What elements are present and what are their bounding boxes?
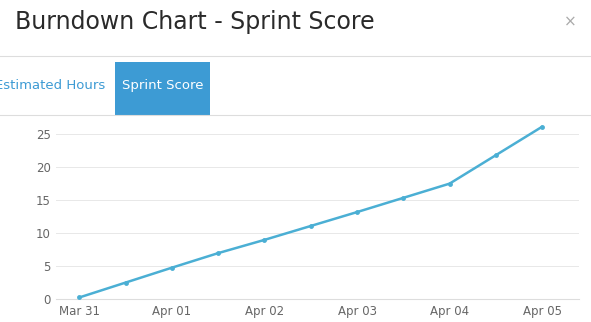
Text: ×: × xyxy=(563,14,576,30)
FancyBboxPatch shape xyxy=(115,62,210,115)
Text: Estimated Hours: Estimated Hours xyxy=(0,79,105,92)
Text: Sprint Score: Sprint Score xyxy=(122,79,203,92)
Text: Burndown Chart - Sprint Score: Burndown Chart - Sprint Score xyxy=(15,10,375,34)
